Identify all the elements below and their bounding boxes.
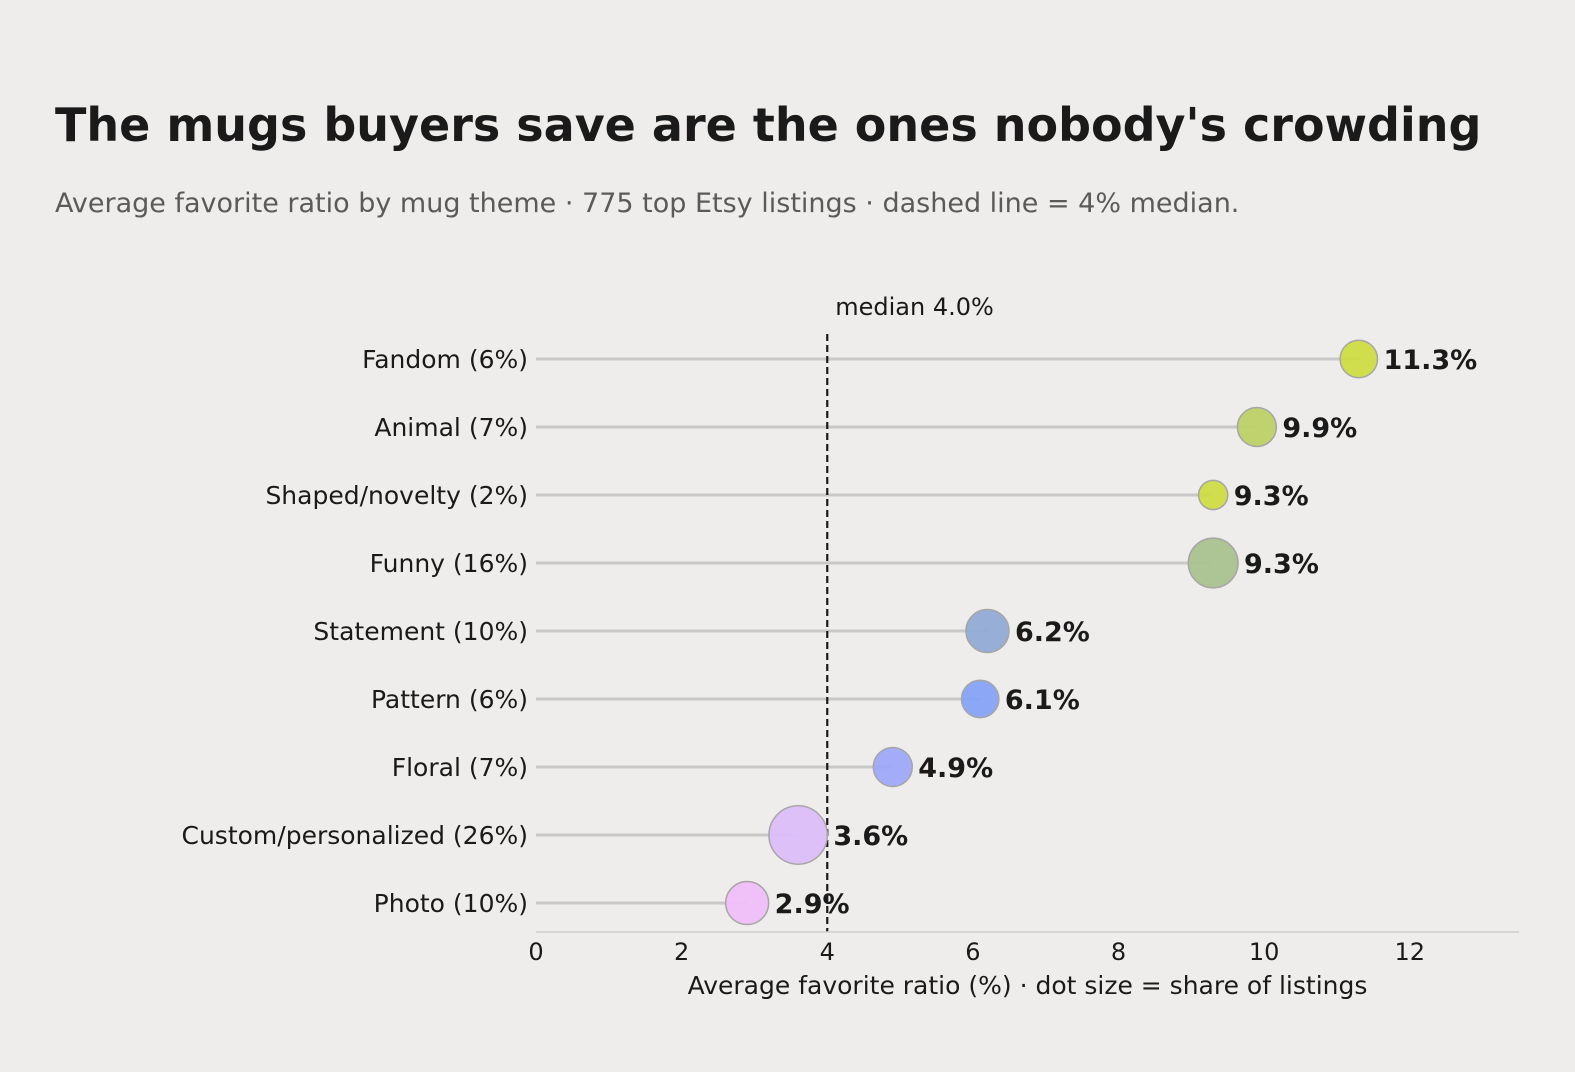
value-label: 4.9% [918,753,993,784]
data-point [872,746,914,788]
data-point [1236,406,1278,448]
category-label: Pattern (6%) [371,685,528,714]
x-tick-label: 10 [1249,938,1280,966]
data-point [1197,479,1229,511]
category-label: Fandom (6%) [362,345,528,374]
value-label: 11.3% [1384,345,1478,376]
category-label: Custom/personalized (26%) [182,821,529,850]
data-point [960,679,1000,719]
value-label: 9.3% [1244,549,1319,580]
category-label: Photo (10%) [374,889,528,918]
x-axis-title: Average favorite ratio (%) · dot size = … [688,971,1368,1000]
x-tick-label: 0 [528,938,543,966]
data-point [965,608,1010,654]
value-label: 2.9% [775,889,850,920]
x-tick-label: 6 [965,938,980,966]
x-tick-label: 2 [674,938,689,966]
category-label: Animal (7%) [374,413,528,442]
category-label: Shaped/novelty (2%) [265,481,528,510]
median-label: median 4.0% [835,293,994,321]
value-label: 9.3% [1234,481,1309,512]
value-label: 6.1% [1005,685,1080,716]
category-label: Funny (16%) [370,549,528,578]
category-label: Statement (10%) [313,617,528,646]
value-label: 6.2% [1015,617,1090,648]
chart-subtitle: Average favorite ratio by mug theme · 77… [55,188,1240,219]
value-label: 3.6% [833,821,908,852]
data-point [768,805,829,865]
value-label: 9.9% [1282,413,1357,444]
data-point [1339,339,1379,379]
data-point [1187,537,1239,589]
data-point [724,880,770,926]
x-tick-label: 4 [820,938,835,966]
chart-title: The mugs buyers save are the ones nobody… [55,98,1482,152]
x-tick-label: 12 [1395,938,1426,966]
category-label: Floral (7%) [392,753,528,782]
x-tick-label: 8 [1111,938,1126,966]
